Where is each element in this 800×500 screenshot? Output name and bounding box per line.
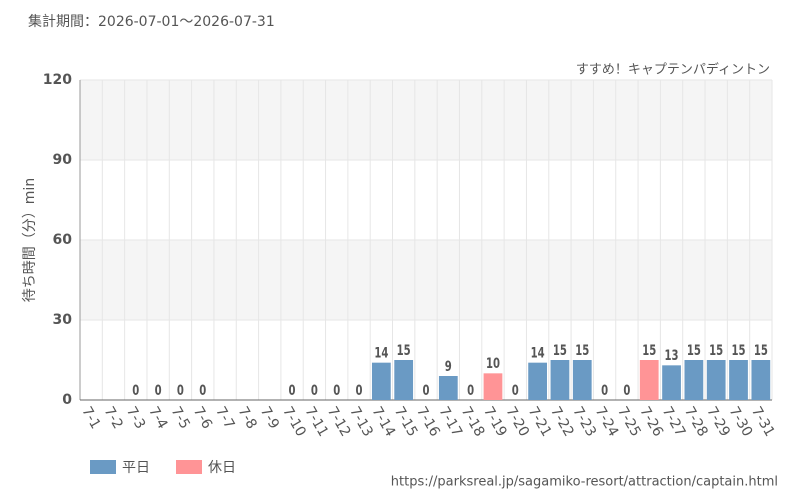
data-label: 15 xyxy=(575,342,589,359)
y-axis-label: 待ち時間（分）min xyxy=(22,178,38,302)
data-label: 0 xyxy=(289,382,296,399)
chart-subtitle: すすめ！キャプテンパディントン xyxy=(576,62,770,78)
bar xyxy=(371,362,391,400)
data-label: 15 xyxy=(709,342,723,359)
x-tick-label: 7-9 xyxy=(257,404,282,432)
data-label: 15 xyxy=(732,342,746,359)
data-label: 0 xyxy=(132,382,139,399)
data-label: 0 xyxy=(177,382,184,399)
data-label: 0 xyxy=(311,382,318,399)
data-label: 13 xyxy=(665,347,679,364)
bar xyxy=(639,360,659,400)
bar xyxy=(528,362,547,400)
bar xyxy=(751,360,771,400)
data-label: 14 xyxy=(374,344,388,361)
y-tick-label: 120 xyxy=(43,72,72,88)
bar xyxy=(550,360,570,400)
bar xyxy=(394,360,414,400)
bar xyxy=(729,360,748,400)
bar xyxy=(684,360,704,400)
data-label: 0 xyxy=(333,382,340,399)
x-tick-label: 7-5 xyxy=(168,404,193,432)
bar xyxy=(438,376,458,400)
data-label: 15 xyxy=(397,342,411,359)
data-label: 10 xyxy=(486,355,500,372)
legend-label: 休日 xyxy=(208,460,236,476)
x-tick-label: 7-1 xyxy=(78,404,103,432)
chart-title: 集計期間：2026-07-01～2026-07-31 xyxy=(28,13,275,30)
data-label: 15 xyxy=(642,342,656,359)
bar xyxy=(483,373,503,400)
plot-band xyxy=(80,240,772,320)
x-tick-label: 7-7 xyxy=(212,404,237,432)
data-label: 0 xyxy=(199,382,206,399)
bar xyxy=(662,365,681,400)
source-url: https://parksreal.jp/sagamiko-resort/att… xyxy=(391,475,778,490)
data-label: 0 xyxy=(155,382,162,399)
bar xyxy=(706,360,726,400)
data-label: 0 xyxy=(601,382,608,399)
x-tick-label: 7-2 xyxy=(101,404,126,432)
data-label: 15 xyxy=(754,342,768,359)
x-tick-label: 7-6 xyxy=(190,404,215,432)
data-label: 0 xyxy=(467,382,474,399)
data-label: 0 xyxy=(512,382,519,399)
legend-swatch xyxy=(90,460,116,474)
legend-swatch xyxy=(176,460,202,474)
x-tick-label: 7-3 xyxy=(123,404,148,432)
data-label: 0 xyxy=(422,382,429,399)
data-label: 9 xyxy=(445,358,452,375)
y-tick-label: 30 xyxy=(53,312,73,328)
plot-band xyxy=(80,80,772,160)
y-tick-label: 0 xyxy=(62,392,72,408)
data-label: 15 xyxy=(553,342,567,359)
legend-label: 平日 xyxy=(122,460,150,476)
y-tick-label: 90 xyxy=(53,152,73,168)
x-tick-label: 7-31 xyxy=(748,404,778,440)
x-tick-label: 7-4 xyxy=(145,404,170,432)
y-tick-label: 60 xyxy=(53,232,73,248)
data-label: 15 xyxy=(687,342,701,359)
data-label: 0 xyxy=(356,382,363,399)
x-tick-label: 7-8 xyxy=(234,404,259,432)
bar xyxy=(572,360,592,400)
data-label: 0 xyxy=(623,382,630,399)
data-label: 14 xyxy=(531,344,545,361)
